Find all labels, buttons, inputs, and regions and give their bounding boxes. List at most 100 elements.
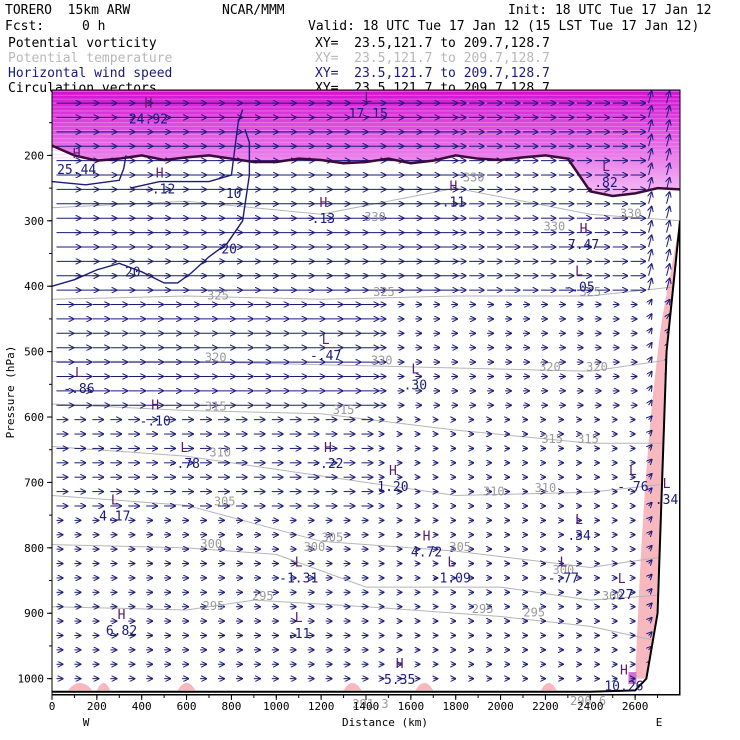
circulation-vector <box>667 235 670 248</box>
extremum-value: .34 <box>655 493 679 508</box>
circulation-vector <box>649 532 652 535</box>
high-marker: H <box>118 608 126 623</box>
circulation-vector <box>649 604 652 607</box>
low-marker: L <box>111 493 119 508</box>
high-marker: H <box>389 464 397 479</box>
circulation-vector <box>649 575 652 578</box>
wind-isotach-30 <box>52 155 127 186</box>
circulation-vector <box>649 178 652 190</box>
extremum-value: -1.09 <box>432 572 471 587</box>
init-time: Init: 18 UTC Tue 17 Jan 12 <box>508 3 712 18</box>
circulation-vector <box>649 343 652 348</box>
field-name-theta: Potential temperature <box>8 51 173 66</box>
theta-label: 325 <box>579 285 601 299</box>
theta-label: 300 <box>200 537 222 551</box>
west-label: W <box>83 716 90 729</box>
y-tick-label: 400 <box>24 280 44 293</box>
circulation-vector <box>649 445 652 448</box>
low-marker: L <box>295 556 303 571</box>
wind-isotach-20 <box>52 129 251 287</box>
x-tick-label: 2000 <box>487 700 514 713</box>
theta-label: 300 <box>553 563 575 577</box>
circulation-vector <box>667 221 670 233</box>
x-tick-label: 1400 <box>353 700 380 713</box>
valid-time: Valid: 18 UTC Tue 17 Jan 12 (15 LST Tue … <box>308 19 700 34</box>
theta-label: 300 <box>304 540 326 554</box>
y-tick-label: 300 <box>24 215 44 228</box>
circulation-vector <box>667 164 670 176</box>
extremum-value: .27 <box>610 588 633 603</box>
low-marker: L <box>629 464 637 479</box>
pv-boundary-blob <box>540 682 557 691</box>
y-tick-label: 800 <box>24 542 44 555</box>
circulation-vector <box>649 416 652 419</box>
extremum-value: 6.82 <box>106 624 137 639</box>
low-marker: L <box>559 556 567 571</box>
x-tick-label: 1800 <box>442 700 469 713</box>
circulation-vector <box>649 474 652 477</box>
theta-label: 310 <box>483 485 505 499</box>
x-tick-label: 2200 <box>532 700 559 713</box>
theta-label: 320 <box>205 350 227 364</box>
low-marker: L <box>447 556 455 571</box>
circulation-vector <box>667 92 670 104</box>
pv-boundary-blob <box>96 682 111 691</box>
theta-label: 330 <box>364 210 386 224</box>
isotach-label: 20 <box>125 265 141 280</box>
theta-label: 320 <box>539 360 561 374</box>
isotach-label: 10 <box>226 187 242 202</box>
circulation-vector <box>649 149 652 161</box>
low-marker: L <box>180 441 188 456</box>
circulation-vector <box>667 207 670 219</box>
isotach-label: 20 <box>221 243 237 258</box>
x-tick-label: 600 <box>177 700 197 713</box>
extremum-value: 7.47 <box>568 238 599 253</box>
circulation-vector <box>649 120 652 132</box>
circulation-vector <box>649 517 652 520</box>
theta-label: 330 <box>463 171 485 185</box>
theta-label: 310 <box>209 445 231 459</box>
y-axis-label: Pressure (hPa) <box>4 346 17 439</box>
low-marker: L <box>295 611 303 626</box>
x-tick-label: 1200 <box>308 700 335 713</box>
circulation-vector <box>649 503 652 506</box>
field-xy-theta: XY= 23.5,121.7 to 209.7,128.7 <box>315 51 550 66</box>
high-marker: H <box>620 663 628 678</box>
circulation-vector <box>649 618 652 621</box>
circulation-vector <box>649 264 652 276</box>
circulation-vector <box>649 372 652 377</box>
x-axis-label: Distance (km) <box>342 716 428 729</box>
circulation-vector <box>649 329 652 334</box>
high-marker: H <box>423 529 431 544</box>
tropopause-pv-contour <box>52 144 680 198</box>
x-tick-label: 800 <box>221 700 241 713</box>
theta-label: 295 <box>252 589 274 603</box>
field-name-wind: Horizontal wind speed <box>8 66 173 81</box>
circulation-vector <box>649 386 652 391</box>
circulation-vector <box>667 279 670 291</box>
high-marker: H <box>450 179 458 194</box>
circulation-vector <box>649 235 652 248</box>
y-tick-label: 700 <box>24 476 44 489</box>
pv-boundary-blob <box>67 682 93 691</box>
extremum-value: 5.35 <box>384 673 415 688</box>
theta-label: 290.6 <box>570 694 606 708</box>
high-marker: H <box>319 196 327 211</box>
y-tick-label: 900 <box>24 607 44 620</box>
theta-label: 315 <box>333 403 355 417</box>
high-marker: H <box>73 147 81 162</box>
extremum-value: .11 <box>287 627 310 642</box>
theta-label: 295 <box>523 606 545 620</box>
theta-isentrope <box>52 403 680 444</box>
circulation-vector <box>667 192 670 204</box>
low-marker: L <box>618 572 626 587</box>
x-tick-label: 1000 <box>263 700 290 713</box>
theta-label: 330 <box>620 207 642 221</box>
circulation-vector <box>649 207 652 219</box>
field-name-pv: Potential vorticity <box>8 36 157 51</box>
extremum-value: 4.72 <box>411 545 442 560</box>
circulation-vector <box>667 149 670 161</box>
circulation-vector <box>649 135 652 147</box>
extremum-value: -.86 <box>63 382 94 397</box>
